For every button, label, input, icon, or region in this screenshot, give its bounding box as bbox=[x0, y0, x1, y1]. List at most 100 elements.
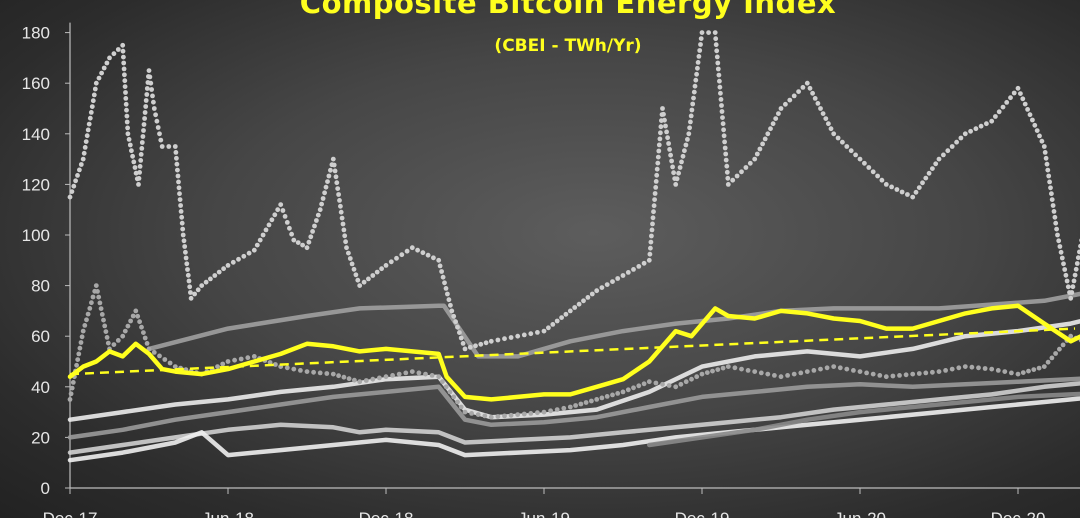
data-point bbox=[683, 142, 689, 148]
data-point bbox=[148, 80, 154, 86]
data-point bbox=[976, 365, 981, 371]
data-point bbox=[826, 121, 831, 127]
data-point bbox=[212, 273, 218, 278]
data-point bbox=[714, 54, 720, 60]
data-point bbox=[355, 277, 361, 283]
data-point bbox=[615, 391, 621, 396]
data-point bbox=[443, 286, 449, 291]
data-point bbox=[475, 412, 481, 417]
data-point bbox=[653, 380, 659, 386]
data-point bbox=[377, 375, 382, 381]
data-point bbox=[620, 273, 626, 278]
data-point bbox=[425, 252, 431, 258]
data-point bbox=[787, 97, 793, 103]
data-point bbox=[647, 251, 653, 257]
data-point bbox=[962, 364, 968, 369]
data-point bbox=[1044, 161, 1050, 167]
data-point bbox=[91, 92, 97, 98]
data-point bbox=[1022, 101, 1028, 107]
data-point bbox=[1060, 342, 1066, 348]
data-point bbox=[968, 128, 973, 134]
data-point bbox=[1031, 367, 1037, 372]
data-point bbox=[776, 111, 781, 116]
data-point bbox=[123, 96, 129, 101]
data-point bbox=[768, 126, 773, 132]
data-point bbox=[80, 156, 86, 162]
data-point bbox=[1000, 104, 1006, 110]
data-point bbox=[812, 96, 818, 101]
data-point bbox=[653, 185, 659, 190]
data-point bbox=[945, 148, 951, 154]
data-point bbox=[528, 331, 534, 337]
data-point bbox=[576, 301, 582, 307]
data-point bbox=[716, 72, 722, 78]
series-lines bbox=[67, 291, 1080, 463]
data-point bbox=[96, 294, 102, 300]
data-point bbox=[669, 158, 674, 164]
data-point bbox=[341, 374, 347, 380]
data-point bbox=[649, 233, 654, 239]
data-point bbox=[615, 276, 621, 281]
x-tick-label: Jun-19 bbox=[518, 509, 570, 518]
data-point bbox=[683, 379, 689, 385]
data-point bbox=[1011, 90, 1017, 96]
data-point bbox=[760, 141, 765, 147]
data-point bbox=[67, 397, 73, 402]
data-point bbox=[87, 115, 93, 121]
data-point bbox=[916, 371, 922, 376]
y-tick-label: 60 bbox=[31, 327, 50, 346]
data-point bbox=[691, 95, 696, 101]
data-point bbox=[670, 164, 675, 170]
data-point bbox=[604, 282, 610, 287]
data-point bbox=[282, 214, 288, 219]
data-point bbox=[328, 167, 333, 173]
data-point bbox=[115, 338, 121, 343]
y-tick-label: 80 bbox=[31, 277, 50, 296]
data-point bbox=[698, 42, 703, 47]
data-point bbox=[467, 344, 473, 350]
data-point bbox=[82, 145, 88, 150]
data-point bbox=[870, 169, 876, 175]
data-point bbox=[1043, 155, 1049, 161]
data-point bbox=[349, 261, 355, 267]
data-point bbox=[778, 106, 784, 111]
data-point bbox=[866, 165, 872, 170]
data-point bbox=[815, 101, 821, 106]
series-line-upper-step-line bbox=[146, 291, 1080, 359]
data-point bbox=[654, 172, 660, 178]
data-point bbox=[1069, 290, 1075, 295]
data-point bbox=[121, 54, 126, 60]
data-point bbox=[989, 366, 995, 372]
data-point bbox=[1049, 197, 1055, 203]
data-point bbox=[241, 253, 247, 259]
data-point bbox=[295, 240, 301, 246]
data-point bbox=[978, 123, 984, 129]
data-point bbox=[1065, 284, 1071, 290]
data-point bbox=[263, 227, 269, 233]
data-point bbox=[1041, 364, 1047, 369]
x-tick-label: Dec-19 bbox=[675, 509, 730, 518]
data-point bbox=[135, 313, 141, 319]
data-point bbox=[734, 173, 740, 179]
data-point bbox=[315, 212, 321, 218]
data-point bbox=[844, 144, 850, 149]
data-point bbox=[824, 365, 830, 371]
data-point bbox=[1073, 266, 1079, 272]
data-point bbox=[933, 161, 939, 167]
data-point bbox=[1061, 261, 1066, 267]
data-point bbox=[142, 110, 148, 115]
data-point bbox=[482, 413, 488, 419]
data-point bbox=[641, 381, 647, 387]
data-point bbox=[269, 217, 275, 223]
data-point bbox=[317, 370, 323, 376]
data-point bbox=[804, 80, 810, 86]
data-point bbox=[958, 135, 964, 141]
data-point bbox=[1062, 267, 1068, 272]
data-point bbox=[103, 329, 109, 334]
data-point bbox=[636, 383, 642, 389]
data-point bbox=[724, 169, 730, 175]
data-point bbox=[641, 260, 647, 266]
data-point bbox=[141, 122, 147, 127]
data-point bbox=[439, 269, 444, 274]
data-point bbox=[804, 369, 810, 374]
